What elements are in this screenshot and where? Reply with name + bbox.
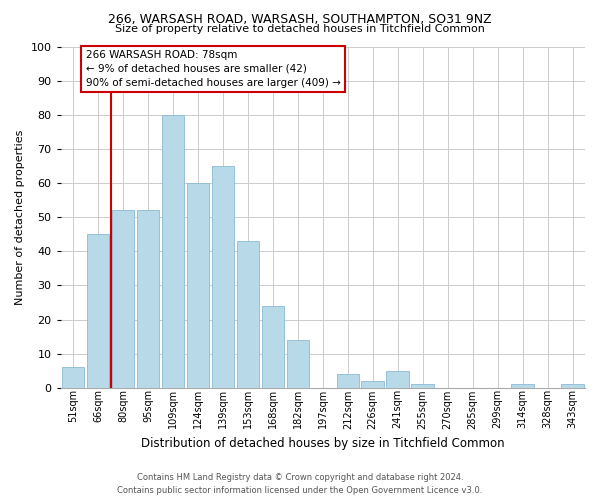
Bar [236, 241, 259, 388]
Bar [337, 374, 359, 388]
Text: 266 WARSASH ROAD: 78sqm
← 9% of detached houses are smaller (42)
90% of semi-det: 266 WARSASH ROAD: 78sqm ← 9% of detached… [86, 50, 340, 88]
Bar [262, 306, 284, 388]
Bar [112, 210, 134, 388]
Bar [137, 210, 159, 388]
Bar [561, 384, 584, 388]
Bar [162, 115, 184, 388]
Bar [386, 370, 409, 388]
Bar [287, 340, 309, 388]
Bar [187, 183, 209, 388]
Bar [361, 381, 384, 388]
Text: Size of property relative to detached houses in Titchfield Common: Size of property relative to detached ho… [115, 24, 485, 34]
Bar [212, 166, 234, 388]
Bar [62, 368, 85, 388]
X-axis label: Distribution of detached houses by size in Titchfield Common: Distribution of detached houses by size … [141, 437, 505, 450]
Bar [412, 384, 434, 388]
Text: 266, WARSASH ROAD, WARSASH, SOUTHAMPTON, SO31 9NZ: 266, WARSASH ROAD, WARSASH, SOUTHAMPTON,… [108, 12, 492, 26]
Y-axis label: Number of detached properties: Number of detached properties [15, 130, 25, 305]
Bar [511, 384, 534, 388]
Bar [87, 234, 109, 388]
Text: Contains HM Land Registry data © Crown copyright and database right 2024.
Contai: Contains HM Land Registry data © Crown c… [118, 474, 482, 495]
